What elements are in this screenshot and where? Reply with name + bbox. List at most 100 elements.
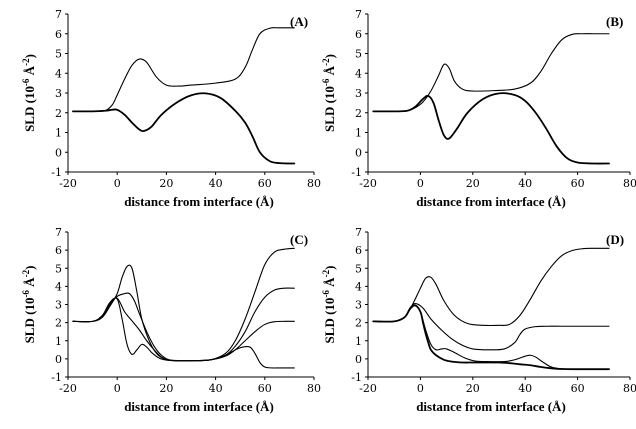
x-axis-label: distance from interface (Å) bbox=[124, 399, 274, 414]
y-tick-label: -1 bbox=[351, 371, 362, 384]
y-tick-label: 4 bbox=[355, 67, 362, 80]
sld-series-line-2 bbox=[372, 303, 610, 351]
y-axis-label-part: ) bbox=[322, 54, 337, 58]
panel-label: (A) bbox=[290, 14, 308, 29]
y-axis-label: SLD (10-6 Å-2) bbox=[321, 266, 337, 344]
x-tick-label: 40 bbox=[518, 177, 532, 190]
y-axis-label-part: Å bbox=[22, 277, 37, 290]
x-tick-label: 80 bbox=[307, 382, 321, 395]
y-tick-label: 6 bbox=[355, 244, 362, 257]
sld-series-line-4 bbox=[72, 297, 295, 369]
y-tick-label: 2 bbox=[55, 107, 62, 120]
y-tick-label: -1 bbox=[51, 371, 62, 384]
y-axis-label: SLD (10-6 Å-2) bbox=[21, 54, 37, 132]
y-axis-label-superscript: -6 bbox=[21, 290, 31, 298]
y-axis-label-part: ) bbox=[322, 266, 337, 270]
x-tick-label: 60 bbox=[258, 177, 272, 190]
y-axis-label-superscript: -6 bbox=[21, 78, 31, 86]
x-tick-label: 0 bbox=[114, 177, 121, 190]
sld-series-line-2 bbox=[72, 92, 296, 165]
y-tick-label: 3 bbox=[55, 299, 62, 312]
sld-series-line-1 bbox=[72, 247, 295, 362]
y-tick-label: 1 bbox=[55, 335, 62, 348]
x-tick-label: 60 bbox=[571, 382, 585, 395]
panel-label: (D) bbox=[606, 232, 624, 247]
sld-series-line-3 bbox=[72, 297, 295, 362]
x-tick-label: 0 bbox=[114, 382, 121, 395]
y-axis-label: SLD (10-6 Å-2) bbox=[321, 54, 337, 132]
y-tick-label: 5 bbox=[55, 48, 62, 61]
sld-series-line-1 bbox=[372, 33, 610, 112]
x-tick-label: 80 bbox=[623, 382, 636, 395]
y-tick-label: 6 bbox=[55, 244, 62, 257]
y-tick-label: 7 bbox=[55, 8, 62, 21]
y-axis-label-part: Å bbox=[22, 65, 37, 78]
chart-panel-4: -1 0 1 2 3 4 5 6 7 -20 0 20 40 60 80 distance from inte… bbox=[321, 226, 636, 414]
y-axis-label-superscript: -2 bbox=[321, 269, 331, 277]
y-tick-label: 7 bbox=[355, 8, 362, 21]
y-tick-label: 4 bbox=[355, 280, 362, 293]
y-axis-label-superscript: -2 bbox=[21, 58, 31, 66]
y-tick-label: 7 bbox=[355, 226, 362, 239]
x-tick-label: 40 bbox=[209, 177, 223, 190]
y-axis-label-superscript: -6 bbox=[321, 290, 331, 298]
sld-series-line-2 bbox=[72, 287, 295, 362]
y-tick-label: 6 bbox=[55, 28, 62, 41]
x-tick-label: 0 bbox=[417, 177, 424, 190]
x-tick-label: 80 bbox=[307, 177, 321, 190]
x-tick-label: 0 bbox=[417, 382, 424, 395]
x-tick-label: 60 bbox=[258, 382, 272, 395]
y-axis-label-part: SLD (10 bbox=[22, 86, 37, 132]
sld-series-line-2 bbox=[372, 92, 610, 165]
y-axis-label-part: Å bbox=[322, 277, 337, 290]
x-tick-label: 60 bbox=[571, 177, 585, 190]
panel-label: (B) bbox=[606, 14, 623, 29]
y-tick-label: 2 bbox=[355, 107, 362, 120]
y-tick-label: 4 bbox=[55, 67, 62, 80]
sld-series-line-4 bbox=[372, 304, 610, 371]
y-axis-label-superscript: -2 bbox=[21, 269, 31, 277]
y-tick-label: 5 bbox=[355, 48, 362, 61]
y-tick-label: 1 bbox=[55, 127, 62, 140]
y-axis-label-superscript: -6 bbox=[321, 78, 331, 86]
x-tick-label: -20 bbox=[359, 382, 377, 395]
x-axis-label: distance from interface (Å) bbox=[416, 194, 566, 209]
y-tick-label: 0 bbox=[355, 353, 362, 366]
y-tick-label: 2 bbox=[355, 317, 362, 330]
y-tick-label: 0 bbox=[55, 353, 62, 366]
x-tick-label: -20 bbox=[359, 177, 377, 190]
sld-series-line-3 bbox=[372, 304, 610, 370]
x-tick-label: 40 bbox=[209, 382, 223, 395]
x-tick-label: 20 bbox=[466, 177, 480, 190]
y-tick-label: 3 bbox=[355, 299, 362, 312]
x-tick-label: -20 bbox=[59, 382, 77, 395]
x-axis-label: distance from interface (Å) bbox=[416, 399, 566, 414]
y-axis-label-part: Å bbox=[322, 65, 337, 78]
chart-panel-3: -1 0 1 2 3 4 5 6 7 -20 0 20 40 60 80 distance from inte… bbox=[21, 226, 321, 414]
panel-label: (C) bbox=[290, 232, 308, 247]
y-axis-label: SLD (10-6 Å-2) bbox=[21, 266, 37, 344]
y-axis-label-part: ) bbox=[22, 266, 37, 270]
y-tick-label: 1 bbox=[355, 127, 362, 140]
y-axis-label-part: SLD (10 bbox=[322, 86, 337, 132]
chart-panel-2: -1 0 1 2 3 4 5 6 7 -20 0 20 40 60 80 distance from inte… bbox=[321, 8, 636, 209]
x-axis-label: distance from interface (Å) bbox=[124, 194, 274, 209]
y-axis-label-superscript: -2 bbox=[321, 58, 331, 66]
chart-panel-1: -1 0 1 2 3 4 5 6 7 -20 0 20 40 60 80 distance from inte… bbox=[21, 8, 321, 209]
y-axis-label-part: ) bbox=[22, 54, 37, 58]
y-tick-label: 7 bbox=[55, 226, 62, 239]
x-tick-label: 20 bbox=[466, 382, 480, 395]
y-tick-label: 5 bbox=[55, 262, 62, 275]
sld-series-line-1 bbox=[72, 27, 295, 112]
sld-series-line-1 bbox=[372, 247, 610, 327]
y-tick-label: 3 bbox=[55, 87, 62, 100]
y-tick-label: 2 bbox=[55, 317, 62, 330]
y-tick-label: 0 bbox=[355, 146, 362, 159]
y-tick-label: 6 bbox=[355, 28, 362, 41]
x-tick-label: 80 bbox=[623, 177, 636, 190]
y-tick-label: 3 bbox=[355, 87, 362, 100]
y-axis-label-part: SLD (10 bbox=[322, 298, 337, 344]
y-tick-label: -1 bbox=[351, 166, 362, 179]
x-tick-label: -20 bbox=[59, 177, 77, 190]
